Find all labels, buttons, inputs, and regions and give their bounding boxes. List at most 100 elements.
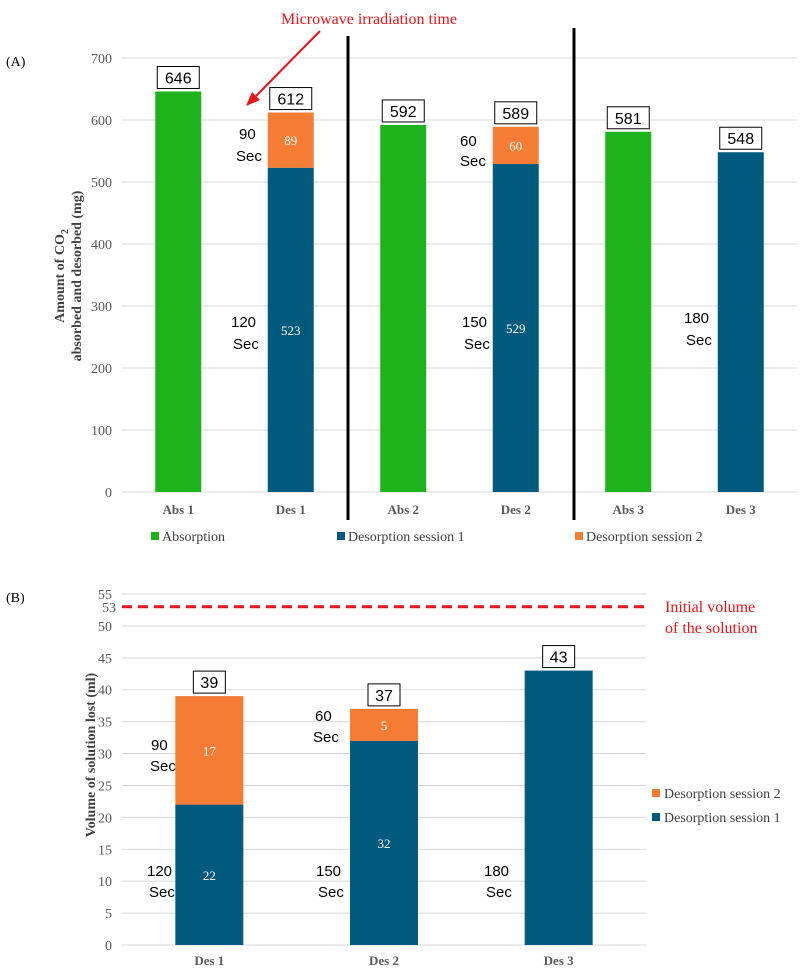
y-tick-label: 45 (98, 652, 112, 667)
total-label: 39 (200, 675, 218, 692)
legend-b-swatch-des2 (652, 789, 660, 797)
panel-a-legend: Absorption Desorption session 1 Desorpti… (151, 530, 703, 545)
total-label: 612 (277, 92, 304, 109)
bar-segment (175, 804, 244, 945)
panel-a-bars: 523 89 529 60 (155, 91, 764, 493)
panel-a-x-ticks: Abs 1 Des 1 Abs 2 Des 2 Abs 3 Des 3 (163, 502, 757, 517)
time-label-120s-b: 120 Sec (147, 863, 176, 901)
y-tick-label: 200 (91, 362, 112, 377)
y-tick-label: 20 (98, 811, 112, 826)
data-label: 5 (381, 718, 388, 733)
time-label-180s-a: 180 Sec (684, 310, 713, 349)
panel-a-y-axis-title-line2: absorbed and desorbed (mg) (70, 190, 85, 361)
total-label-box (367, 683, 401, 707)
y-tick-label: 300 (91, 300, 112, 315)
y-tick-label: 50 (98, 620, 112, 635)
annotation-arrow-head (246, 92, 260, 106)
legend-swatch-des1 (337, 532, 345, 540)
total-label-box (542, 645, 576, 669)
total-label-box (381, 99, 425, 123)
legend-label-absorption: Absorption (162, 530, 225, 545)
y-tick-label: 5 (105, 907, 112, 922)
total-label-box (269, 87, 313, 111)
y-tick-label: 700 (91, 52, 112, 67)
total-label: 592 (390, 104, 417, 121)
panel-b-total-labels: 39 37 43 (192, 645, 576, 707)
x-tick-label: Abs 1 (163, 502, 194, 517)
data-label: 32 (378, 836, 391, 851)
panel-b-y-ticks: 0 5 10 15 20 25 30 35 40 45 50 55 (98, 588, 112, 954)
panel-b-bars: 22 17 32 5 (175, 670, 593, 945)
time-label-90s-a: 90 Sec (236, 126, 262, 165)
data-label: 60 (509, 138, 522, 153)
x-tick-label: Des 3 (726, 502, 756, 517)
data-label: 22 (203, 868, 216, 883)
legend-swatch-des2 (575, 532, 583, 540)
legend-b-label-des1: Desorption session 1 (664, 811, 781, 826)
total-label: 548 (727, 131, 754, 148)
y-tick-label: 0 (105, 939, 112, 954)
panel-a-label: (A) (6, 55, 26, 70)
y-tick-label: 40 (98, 684, 112, 699)
y-tick-label: 30 (98, 748, 112, 763)
bar-segment (492, 126, 539, 165)
panel-a-gridlines (122, 57, 797, 493)
time-label-150s-a: 150 Sec (462, 314, 491, 353)
time-label-150s-b: 150 Sec (316, 863, 345, 901)
y-tick-label: 0 (105, 486, 112, 501)
data-label: 523 (281, 323, 301, 338)
y-tick-label: 35 (98, 716, 112, 731)
total-label: 43 (550, 650, 568, 667)
panel-b-x-ticks: Des 1 Des 2 Des 3 (194, 953, 574, 968)
bar-segment (492, 164, 539, 492)
time-label-60s-a: 60 Sec (460, 133, 486, 170)
data-label: 89 (284, 133, 297, 148)
initial-volume-label: Initial volume of the solution (665, 599, 759, 637)
legend-label-des1: Desorption session 1 (348, 530, 465, 545)
time-label-180s-b: 180 Sec (484, 863, 513, 901)
bar-segment (267, 167, 314, 493)
panel-a-y-ticks: 0 100 200 300 400 500 600 700 (91, 52, 112, 501)
x-tick-label: Des 1 (276, 502, 306, 517)
time-label-90s-b: 90 Sec (150, 737, 176, 775)
total-label: 37 (375, 688, 393, 705)
total-label-box (719, 126, 763, 150)
total-label: 646 (165, 70, 192, 87)
x-tick-label: Des 2 (369, 953, 399, 968)
data-label: 17 (203, 743, 217, 758)
initial-volume-tick: 53 (102, 601, 116, 616)
y-tick-label: 10 (98, 875, 112, 890)
y-tick-label: 500 (91, 176, 112, 191)
total-label-box (156, 65, 200, 89)
time-label-120s-a: 120 Sec (231, 314, 260, 353)
y-tick-label: 15 (98, 843, 112, 858)
y-tick-label: 25 (98, 779, 112, 794)
panel-b-chart: (B) 0 5 10 15 20 25 30 35 40 45 50 55 22 17 32 5 Des 1… (6, 588, 781, 968)
panel-b-label: (B) (6, 591, 25, 606)
time-label-60s-b: 60 Sec (313, 708, 339, 746)
data-label: 529 (506, 321, 526, 336)
total-label-box (494, 101, 538, 125)
bar-segment (605, 131, 652, 492)
bar-segment (155, 91, 202, 492)
bar-segment (350, 740, 418, 945)
panel-b-legend: Desorption session 2 Desorption session … (652, 787, 781, 826)
total-label: 581 (615, 111, 642, 128)
microwave-annotation: Microwave irradiation time (281, 11, 457, 28)
total-label-box (192, 670, 226, 694)
bar-segment (717, 152, 764, 493)
x-tick-label: Des 1 (194, 953, 224, 968)
legend-swatch-absorption (151, 532, 159, 540)
x-tick-label: Abs 3 (613, 502, 645, 517)
panel-a-y-axis-title: Amount of CO2 (53, 229, 71, 323)
x-tick-label: Des 3 (544, 953, 574, 968)
total-label: 589 (502, 106, 529, 123)
bar-segment (380, 124, 427, 493)
legend-b-label-des2: Desorption session 2 (664, 787, 781, 802)
legend-b-swatch-des1 (652, 813, 660, 821)
y-tick-label: 100 (91, 424, 112, 439)
x-tick-label: Abs 2 (388, 502, 419, 517)
panel-a-chart: (A) 0 100 200 300 400 500 600 700 523 89 529 60 Ab… (6, 11, 797, 545)
bar-segment (350, 708, 418, 741)
